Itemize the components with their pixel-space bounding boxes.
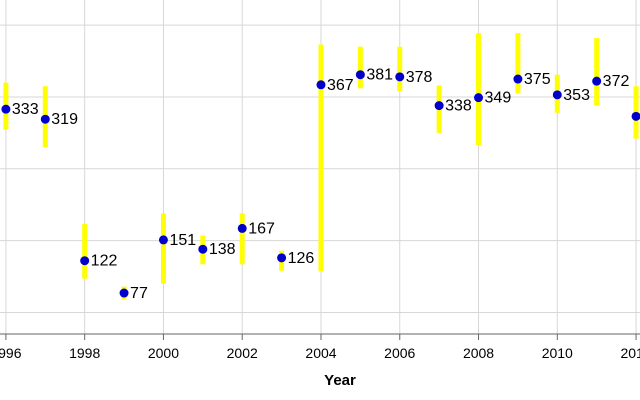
data-label: 319 <box>51 111 78 128</box>
data-point <box>237 223 247 233</box>
x-tick-label: 2008 <box>463 345 494 361</box>
data-label: 126 <box>288 250 315 267</box>
error-bar <box>82 224 88 279</box>
x-tick-label: 2004 <box>305 345 336 361</box>
data-points <box>1 70 640 298</box>
data-label: 122 <box>91 253 118 270</box>
data-point <box>631 111 640 121</box>
error-bar <box>397 46 403 92</box>
data-label: 372 <box>603 73 630 90</box>
data-point <box>355 70 365 80</box>
data-point <box>513 74 523 84</box>
data-point <box>80 256 90 266</box>
data-label: 338 <box>445 98 472 115</box>
data-label: 138 <box>209 241 236 258</box>
data-point <box>592 76 602 86</box>
data-label: 353 <box>563 87 590 104</box>
x-tick-label: 2002 <box>227 345 258 361</box>
error-bar <box>515 33 521 94</box>
data-point <box>40 114 50 124</box>
data-label: 333 <box>12 101 39 118</box>
x-tick-label: 2006 <box>384 345 415 361</box>
data-point <box>552 90 562 100</box>
data-label: 381 <box>366 67 393 84</box>
x-tick-label: 1998 <box>69 345 100 361</box>
error-bar <box>239 213 245 265</box>
error-bar <box>594 38 600 106</box>
data-point <box>277 253 287 263</box>
x-axis-title: Year <box>324 372 356 389</box>
data-point <box>158 235 168 245</box>
x-tick-label: 1996 <box>0 345 22 361</box>
data-label: 375 <box>524 71 551 88</box>
data-label: 378 <box>406 69 433 86</box>
x-tick-label: 2012 <box>620 345 640 361</box>
data-point <box>1 104 11 114</box>
data-label: 349 <box>485 90 512 107</box>
x-ticks: 1996 1998 2000 2002 2004 2006 2008 2010 2012 <box>0 334 640 361</box>
data-point <box>198 244 208 254</box>
data-point <box>316 80 326 90</box>
data-label: 77 <box>130 285 148 302</box>
error-bar <box>357 46 363 89</box>
x-tick-label: 2010 <box>542 345 573 361</box>
data-point <box>474 93 484 103</box>
data-point <box>119 288 129 298</box>
error-bar <box>476 33 482 146</box>
error-bar <box>318 44 324 272</box>
data-labels: 333 319 122 77 151 138 167 126 367 381 378 338 349 37… <box>12 67 630 302</box>
data-point <box>395 72 405 82</box>
data-label: 151 <box>169 232 196 249</box>
data-point <box>434 101 444 111</box>
data-label: 167 <box>248 220 275 237</box>
x-tick-label: 2000 <box>148 345 179 361</box>
data-label: 367 <box>327 77 354 94</box>
error-bar <box>160 213 166 284</box>
